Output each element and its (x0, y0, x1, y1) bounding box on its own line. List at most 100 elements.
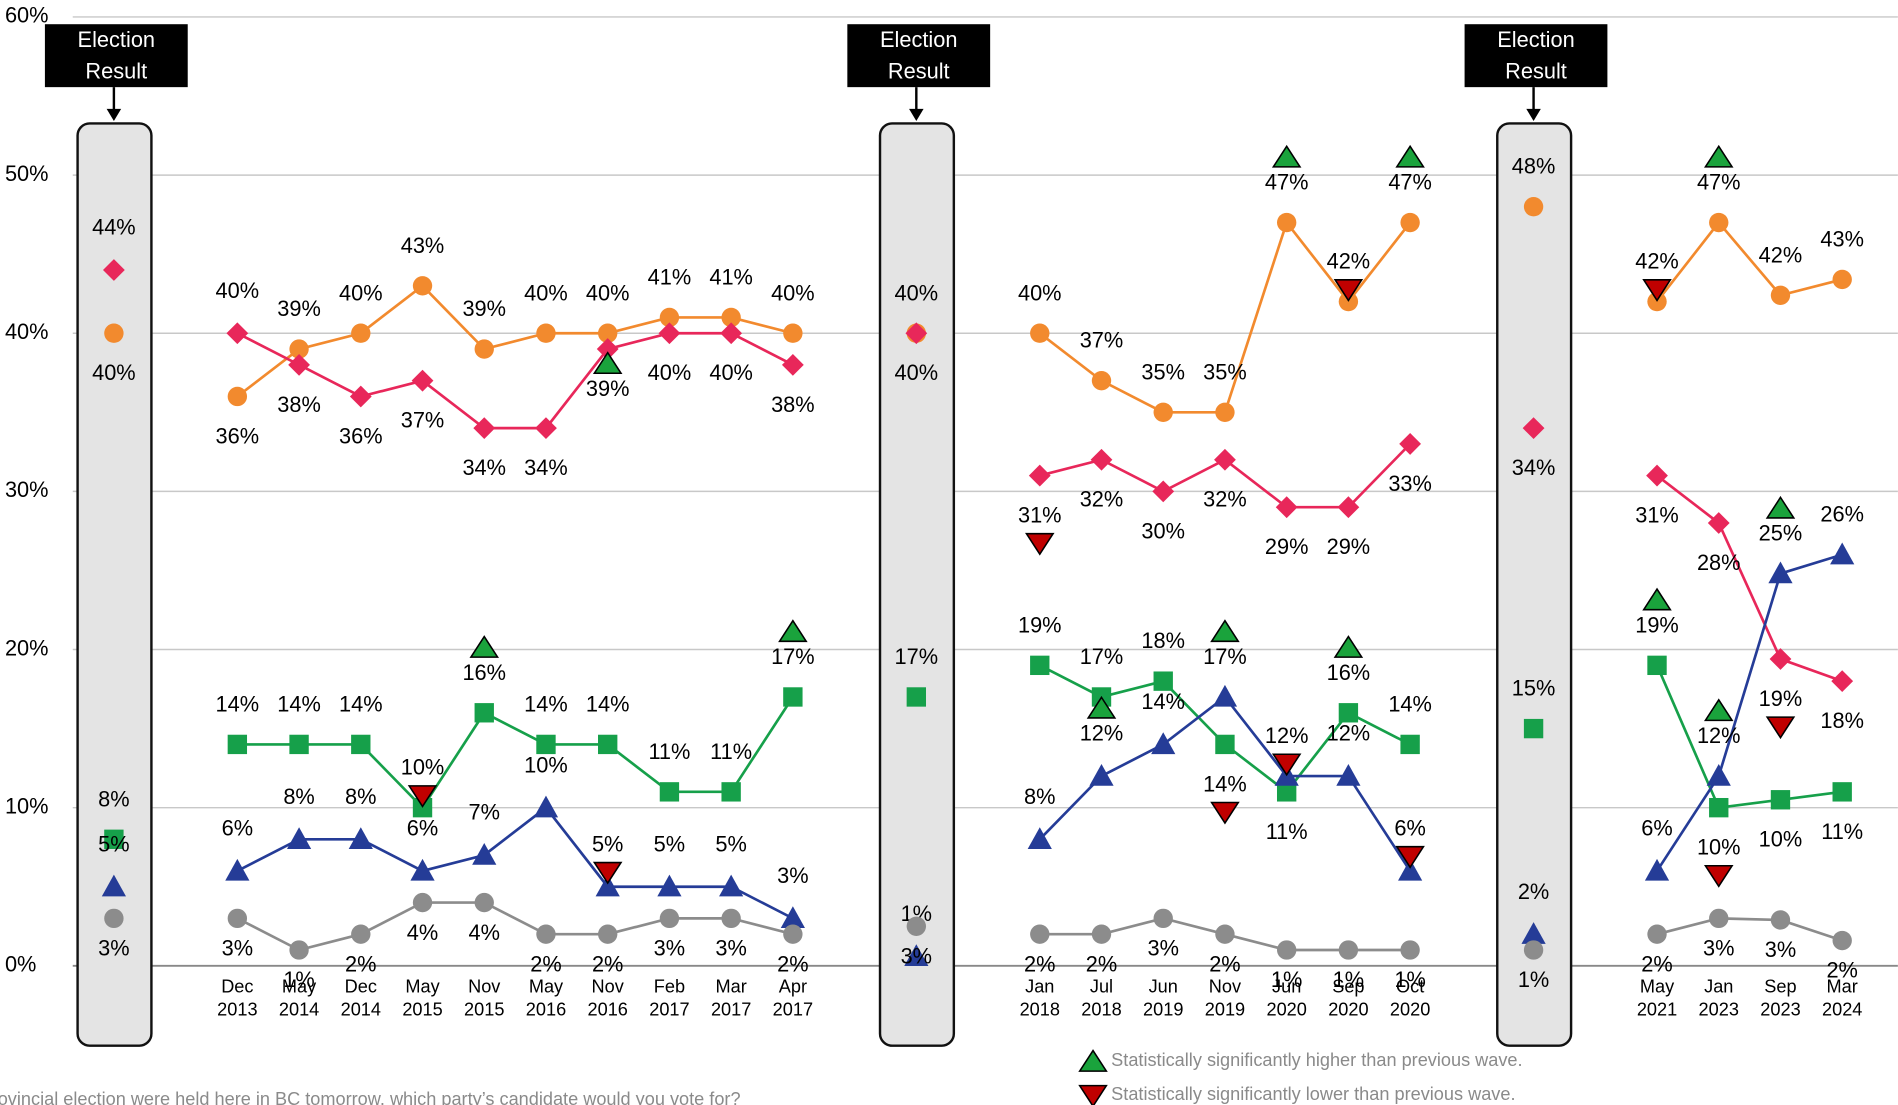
data-label: 35% (1141, 359, 1185, 384)
point (227, 386, 248, 407)
data-label: 33% (1388, 471, 1432, 496)
significance-marker (1025, 532, 1055, 556)
point (905, 322, 928, 345)
data-label: 32% (1080, 487, 1124, 512)
data-label: 19% (1759, 686, 1803, 711)
point (906, 687, 927, 707)
data-label: 10% (401, 755, 445, 780)
point (719, 874, 744, 897)
x-tick-label: Oct 2020 (1389, 976, 1431, 1021)
significance-marker (1642, 279, 1672, 302)
point (596, 338, 619, 360)
data-label: 29% (1265, 534, 1309, 559)
point (1832, 930, 1852, 951)
point (1523, 940, 1544, 960)
data-label: 12% (1697, 723, 1741, 748)
data-label: 40% (1018, 280, 1062, 305)
data-label: 17% (1080, 644, 1124, 669)
data-label: 40% (524, 280, 568, 305)
data-label: 34% (524, 455, 568, 480)
point (225, 858, 250, 881)
x-tick: May 2016 (526, 977, 566, 1021)
data-label: 4% (407, 920, 438, 945)
data-label: 3% (654, 936, 685, 961)
point (1709, 797, 1729, 818)
y-tick-label: 20% (5, 635, 49, 660)
data-label: 2% (1086, 951, 1117, 976)
data-label: 6% (1394, 816, 1425, 841)
data-label: 40% (895, 280, 939, 305)
data-label: 6% (407, 816, 438, 841)
point (104, 908, 124, 929)
x-tick-label: Jun 2020 (1266, 976, 1307, 1021)
point (289, 734, 309, 755)
significance-marker (1333, 635, 1364, 658)
data-label: 14% (524, 691, 568, 716)
point (474, 339, 494, 359)
data-label: 35% (1203, 359, 1247, 384)
point (783, 687, 803, 707)
x-tick-label: Mar 2024 (1822, 976, 1863, 1021)
point (780, 906, 805, 929)
data-label: 2% (777, 951, 808, 976)
x-tick-label: Nov 2019 (1204, 976, 1246, 1021)
data-label: 14% (216, 691, 260, 716)
data-label: 3% (715, 936, 746, 961)
x-tick: May 2014 (279, 977, 319, 1021)
data-label: 43% (401, 233, 445, 258)
point (410, 858, 435, 881)
point (721, 307, 741, 328)
y-tick-label: 30% (5, 477, 49, 502)
x-tick: Nov 2016 (587, 977, 627, 1021)
point (474, 703, 494, 723)
data-label: 2% (1641, 951, 1672, 976)
y-tick-label: 40% (5, 319, 49, 344)
point (1091, 924, 1112, 944)
point (286, 827, 312, 849)
data-label: 44% (92, 215, 136, 240)
significance-marker (1271, 144, 1302, 168)
significance-marker (592, 351, 623, 375)
point (598, 924, 618, 944)
election-label-text: Election Result (879, 27, 958, 84)
data-label: 5% (98, 831, 129, 856)
significance-marker (469, 635, 500, 658)
point (1400, 212, 1420, 233)
data-label: 48% (1512, 154, 1556, 179)
point (1030, 655, 1050, 676)
data-label: 3% (1147, 936, 1178, 961)
point (906, 916, 927, 936)
data-label: 19% (1018, 612, 1062, 637)
x-tick-label: May 2021 (1636, 976, 1678, 1021)
data-label: 12% (1080, 721, 1124, 746)
point (536, 323, 556, 343)
data-label: 1% (283, 967, 314, 992)
election-arrow-head (1526, 108, 1541, 122)
data-label: 10% (1697, 835, 1741, 860)
data-label: 3% (1765, 937, 1796, 962)
data-label: 6% (222, 816, 253, 841)
point (1276, 212, 1297, 233)
data-label: 16% (1327, 660, 1371, 685)
point (1030, 323, 1050, 343)
point (351, 323, 371, 343)
data-label: 41% (648, 264, 692, 289)
data-label: 38% (277, 392, 321, 417)
election-label: Election Result (1497, 28, 1575, 84)
point (533, 795, 559, 818)
data-label: 12% (1327, 721, 1371, 746)
data-label: 40% (92, 360, 136, 385)
significance-legend-label: Statistically significantly higher than … (1111, 1050, 1522, 1070)
data-label: 18% (1820, 708, 1864, 733)
point (412, 276, 433, 296)
point (536, 924, 556, 944)
data-label: 43% (1820, 226, 1864, 251)
point (1338, 703, 1359, 723)
point (1709, 212, 1729, 233)
x-tick: Mar 2024 (1822, 976, 1863, 1021)
point (288, 353, 310, 376)
point (289, 339, 309, 359)
point (659, 908, 680, 929)
point (904, 944, 929, 967)
